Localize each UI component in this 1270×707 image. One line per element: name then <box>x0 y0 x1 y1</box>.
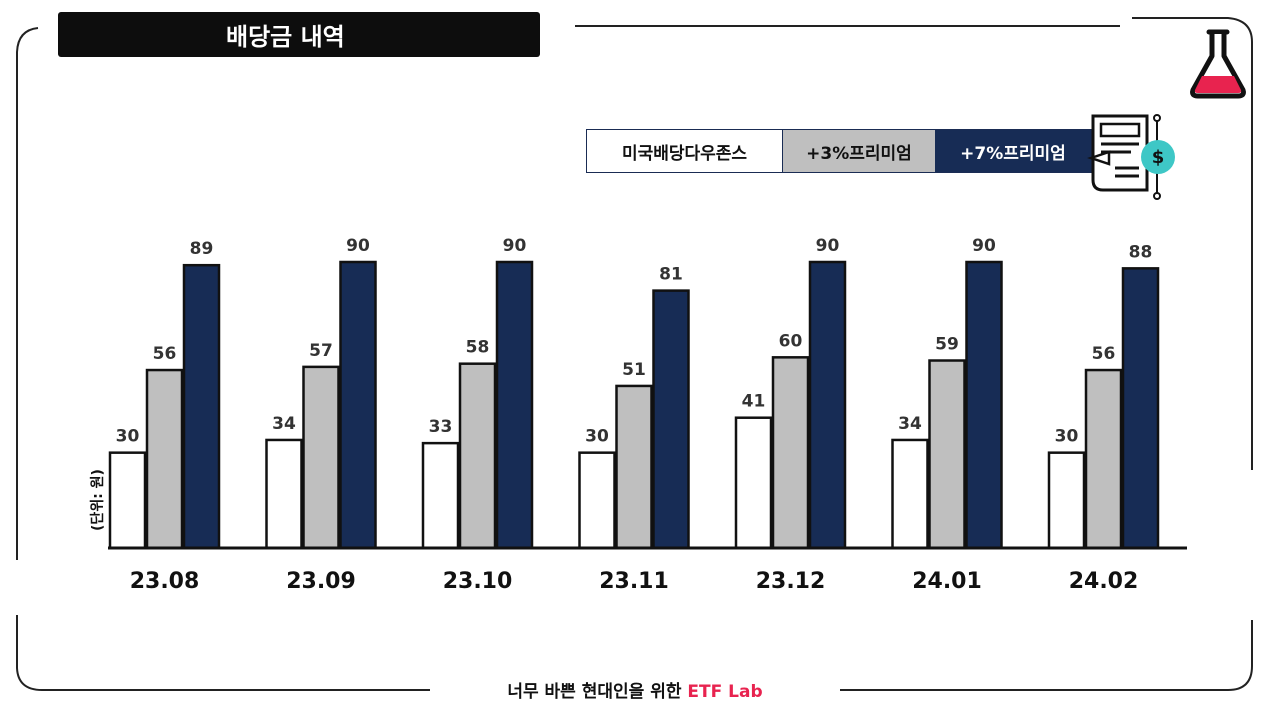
bar-23.11-s2 <box>652 289 690 550</box>
legend-item-series2: +7%프리미엄 <box>935 130 1091 172</box>
chart-legend: 미국배당다우존스 +3%프리미엄 +7%프리미엄 <box>586 129 1092 173</box>
bar-23.10-s1 <box>458 362 497 550</box>
bar-23.09-s2 <box>339 260 377 550</box>
data-label-23.10-s0: 33 <box>429 417 453 437</box>
page-title: 배당금 내역 <box>58 12 540 57</box>
data-label-23.10-s2: 90 <box>503 236 527 256</box>
data-label-24.02-s1: 56 <box>1092 344 1116 364</box>
flask-icon <box>1190 29 1246 99</box>
dividend-document-icon <box>1087 114 1161 200</box>
data-label-23.12-s0: 41 <box>742 392 766 412</box>
bar-23.08-s1 <box>145 368 184 550</box>
data-label-23.09-s1: 57 <box>309 341 333 361</box>
data-label-23.11-s0: 30 <box>585 427 609 447</box>
bar-24.01-s1 <box>928 359 966 550</box>
bar-23.12-s2 <box>808 260 847 550</box>
bar-23.12-s1 <box>771 356 810 550</box>
x-tick-label-23.09: 23.09 <box>286 569 356 594</box>
bar-23.10-s2 <box>495 260 534 550</box>
bar-23.11-s1 <box>615 384 653 550</box>
bar-24.02-s0 <box>1047 451 1086 550</box>
data-label-23.11-s1: 51 <box>622 360 646 380</box>
legend-item-series0: 미국배당다우존스 <box>587 130 783 172</box>
data-label-24.01-s2: 90 <box>972 236 996 256</box>
bar-24.01-s2 <box>965 260 1003 550</box>
data-label-23.12-s1: 60 <box>779 331 803 351</box>
data-label-23.08-s0: 30 <box>116 427 140 447</box>
data-label-23.08-s1: 56 <box>153 344 177 364</box>
data-label-24.01-s1: 59 <box>935 335 959 355</box>
bar-24.01-s0 <box>891 438 929 550</box>
data-label-23.09-s0: 34 <box>272 414 296 434</box>
bar-23.08-s2 <box>182 263 221 550</box>
data-label-23.10-s1: 58 <box>466 338 490 358</box>
data-label-23.09-s2: 90 <box>346 236 370 256</box>
bar-24.02-s1 <box>1084 368 1123 550</box>
bar-23.09-s0 <box>265 438 303 550</box>
data-label-24.02-s2: 88 <box>1129 242 1153 262</box>
data-label-24.01-s0: 34 <box>898 414 922 434</box>
legend-item-series1: +3%프리미엄 <box>783 130 935 172</box>
bar-23.12-s0 <box>734 416 773 550</box>
x-tick-label-23.08: 23.08 <box>130 569 200 594</box>
bar-23.08-s0 <box>108 451 147 550</box>
x-tick-label-24.01: 24.01 <box>912 569 982 594</box>
data-label-23.12-s2: 90 <box>816 236 840 256</box>
x-tick-label-23.11: 23.11 <box>599 569 669 594</box>
x-tick-label-23.10: 23.10 <box>443 569 513 594</box>
footer-prefix: 너무 바쁜 현대인을 위한 <box>507 682 688 702</box>
x-tick-label-23.12: 23.12 <box>756 569 826 594</box>
bar-24.02-s2 <box>1121 267 1160 550</box>
bar-23.11-s0 <box>578 451 616 550</box>
footer-credit: 너무 바쁜 현대인을 위한 ETF Lab <box>0 677 1270 702</box>
data-label-23.08-s2: 89 <box>190 239 214 259</box>
bar-23.10-s0 <box>421 441 460 550</box>
bar-23.09-s1 <box>302 365 340 550</box>
dollar-badge-icon: $ <box>1141 140 1175 174</box>
data-label-24.02-s0: 30 <box>1055 427 1079 447</box>
data-label-23.11-s2: 81 <box>659 265 683 285</box>
footer-brand: ETF Lab <box>687 682 763 702</box>
x-tick-label-24.02: 24.02 <box>1069 569 1139 594</box>
